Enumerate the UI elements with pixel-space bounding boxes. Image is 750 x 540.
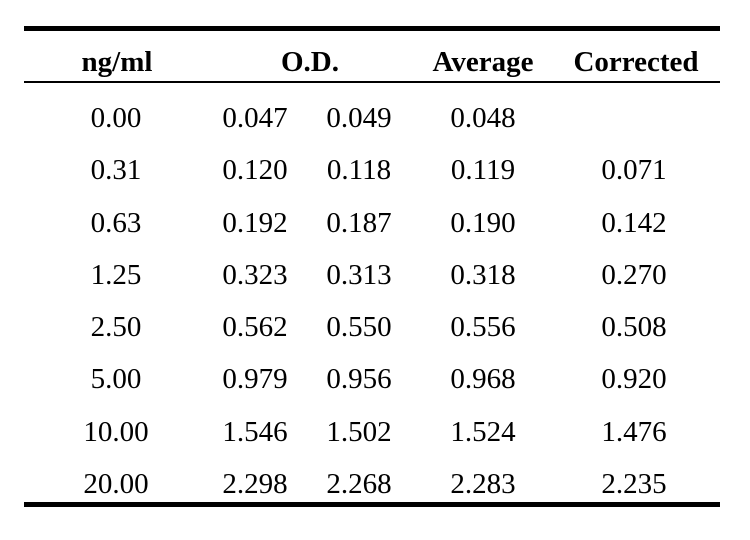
cell-corrected: 0.270: [601, 258, 667, 291]
table-row: 20.00 2.298 2.268 2.283 2.235: [0, 458, 750, 510]
cell-corrected: 0.920: [601, 363, 667, 396]
cell-concentration: 0.00: [90, 102, 142, 134]
header-concentration: ng/ml: [81, 46, 153, 78]
cell-average: 1.524: [450, 415, 516, 448]
cell-od-2: 0.187: [326, 206, 392, 239]
cell-corrected: 0.508: [601, 311, 667, 344]
table-row: 0.00 0.047 0.049 0.048: [0, 92, 750, 144]
cell-od-1: 0.192: [222, 206, 288, 239]
cell-od-2: 1.502: [326, 415, 392, 448]
cell-corrected: 1.476: [601, 415, 667, 448]
header-average: Average: [432, 46, 534, 78]
table-body: 0.00 0.047 0.049 0.048 0.31 0.120 0.118 …: [0, 92, 750, 510]
cell-average: 0.119: [450, 154, 516, 187]
cell-average: 2.283: [450, 468, 516, 501]
cell-corrected: 2.235: [601, 468, 667, 501]
table-row: 1.25 0.323 0.313 0.318 0.270: [0, 249, 750, 301]
cell-od-2: 0.956: [326, 363, 392, 396]
cell-average: 0.968: [450, 363, 516, 396]
cell-concentration: 0.63: [90, 206, 142, 239]
cell-concentration: 0.31: [90, 154, 142, 187]
cell-od-1: 0.562: [222, 311, 288, 344]
cell-concentration: 10.00: [83, 415, 149, 448]
table-top-rule: [24, 26, 720, 31]
cell-concentration: 20.00: [83, 468, 149, 501]
table-row: 2.50 0.562 0.550 0.556 0.508: [0, 301, 750, 353]
cell-corrected: [584, 92, 684, 144]
table-row: 10.00 1.546 1.502 1.524 1.476: [0, 406, 750, 458]
header-corrected: Corrected: [573, 46, 699, 78]
cell-concentration: 2.50: [90, 311, 142, 344]
cell-corrected: 0.071: [601, 154, 667, 187]
cell-od-1: 0.120: [222, 154, 288, 187]
cell-od-1: 2.298: [222, 468, 288, 501]
cell-od-1: 0.979: [222, 363, 288, 396]
table-bottom-rule: [24, 502, 720, 507]
cell-average: 0.318: [450, 258, 516, 291]
table-row: 0.63 0.192 0.187 0.190 0.142: [0, 197, 750, 249]
cell-od-1: 0.047: [222, 102, 288, 134]
header-od: O.D.: [281, 46, 339, 78]
table-row: 0.31 0.120 0.118 0.119 0.071: [0, 144, 750, 196]
cell-od-2: 0.550: [326, 311, 392, 344]
cell-od-1: 1.546: [222, 415, 288, 448]
cell-od-1: 0.323: [222, 258, 288, 291]
table-header-rule: [24, 81, 720, 83]
cell-corrected: 0.142: [601, 206, 667, 239]
cell-concentration: 5.00: [90, 363, 142, 396]
cell-average: 0.048: [450, 102, 516, 134]
cell-od-2: 0.118: [326, 154, 392, 187]
cell-od-2: 0.049: [326, 102, 392, 134]
cell-od-2: 2.268: [326, 468, 392, 501]
cell-od-2: 0.313: [326, 258, 392, 291]
cell-average: 0.190: [450, 206, 516, 239]
table-row: 5.00 0.979 0.956 0.968 0.920: [0, 353, 750, 405]
cell-average: 0.556: [450, 311, 516, 344]
cell-concentration: 1.25: [90, 258, 142, 291]
